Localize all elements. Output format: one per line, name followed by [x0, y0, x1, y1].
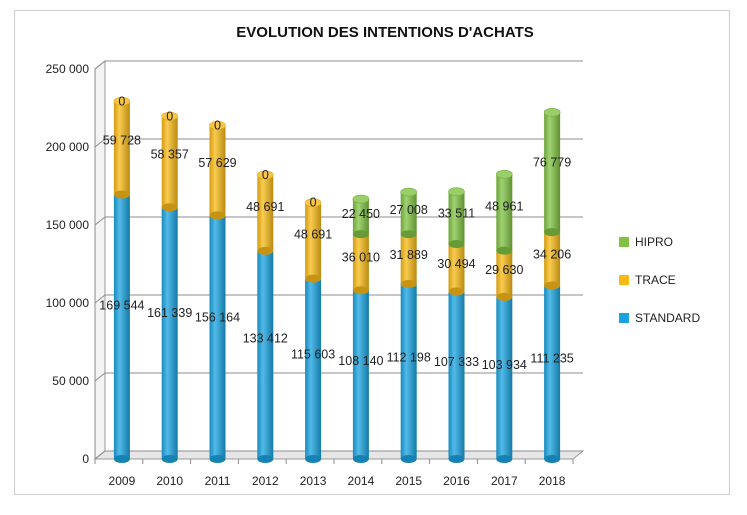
y-tick-label: 50 000 [52, 374, 89, 388]
data-label-trace-2010: 58 357 [151, 148, 189, 162]
y-axis: 0 50 000 100 000 150 000 200 000 250 000 [46, 62, 96, 466]
legend-label: HIPRO [635, 235, 673, 249]
legend-label: TRACE [635, 273, 676, 287]
bar-segment-hipro-2017 [495, 169, 513, 255]
legend-swatch [619, 237, 629, 247]
y-tick-label: 0 [82, 452, 89, 466]
chart-frame: EVOLUTION DES INTENTIONS D'ACHATS 0 50 00… [14, 10, 730, 495]
gridlines [94, 60, 583, 460]
data-label-standard-2015: 112 198 [387, 350, 431, 364]
data-label-hipro-2014: 22 450 [342, 207, 380, 221]
gridline [94, 450, 583, 460]
bar-segment-trace-2015 [400, 234, 417, 288]
bar-segment-standard-2018 [544, 285, 561, 463]
bar-segment-standard-2012 [257, 250, 274, 463]
data-label-standard-2009: 169 544 [99, 299, 144, 313]
data-label-trace-2013: 48 691 [294, 228, 332, 242]
data-label-trace-2009: 59 728 [103, 133, 141, 147]
data-label-trace-2016: 30 494 [437, 257, 475, 271]
data-label-standard-2011: 156 164 [195, 311, 240, 325]
legend-swatch [619, 313, 629, 323]
data-label-trace-2018: 34 206 [533, 248, 571, 262]
data-label-standard-2017: 103 934 [482, 358, 527, 372]
data-label-standard-2014: 108 140 [338, 354, 383, 368]
legend-item-standard: STANDARD [619, 311, 700, 325]
data-label-hipro-2010: 0 [166, 109, 173, 123]
y-tick-label: 100 000 [46, 296, 90, 310]
x-axis: 2009 2010 2011 2012 2013 2014 2015 2016 2017 2018 [94, 459, 574, 488]
bar-segment-trace-2011 [209, 121, 226, 220]
bar-segment-trace-2017 [496, 250, 513, 301]
data-label-standard-2018: 111 235 [530, 351, 573, 365]
data-label-hipro-2017: 48 961 [485, 199, 523, 213]
data-labels: 169 544 59 728 0 161 339 58 357 0 156 164 57 62… [99, 94, 573, 372]
data-label-hipro-2013: 0 [310, 196, 317, 210]
legend-item-hipro: HIPRO [619, 235, 673, 249]
bar-segment-standard-2017 [496, 296, 513, 463]
bar-segment-standard-2015 [400, 283, 417, 463]
bar-segment-hipro-2015 [400, 187, 418, 239]
bar-segment-trace-2010 [161, 111, 178, 212]
x-tick-label: 2009 [109, 474, 136, 488]
bars [113, 97, 561, 463]
data-label-hipro-2016: 33 511 [438, 207, 475, 221]
data-label-trace-2015: 31 889 [390, 248, 428, 262]
x-tick-label: 2011 [205, 474, 231, 488]
x-tick-label: 2010 [156, 474, 183, 488]
bar-segment-hipro-2018 [543, 108, 561, 237]
legend-item-trace: TRACE [619, 273, 676, 287]
bar-segment-hipro-2016 [448, 187, 465, 248]
data-label-hipro-2009: 0 [118, 94, 125, 108]
gridline [94, 216, 583, 226]
bar-segment-trace-2009 [113, 97, 131, 199]
data-label-hipro-2015: 27 008 [390, 203, 428, 217]
data-label-trace-2012: 48 691 [246, 200, 284, 214]
legend-swatch [619, 275, 629, 285]
gridline [94, 60, 583, 70]
x-tick-label: 2016 [443, 474, 470, 488]
bar-segment-trace-2016 [448, 243, 465, 296]
legend-label: STANDARD [635, 311, 700, 325]
data-label-trace-2014: 36 010 [342, 251, 380, 265]
gridline [94, 294, 583, 304]
data-label-trace-2011: 57 629 [198, 156, 236, 170]
x-tick-label: 2018 [539, 474, 566, 488]
x-tick-label: 2017 [491, 474, 518, 488]
data-label-trace-2017: 29 630 [485, 263, 523, 277]
data-label-standard-2016: 107 333 [434, 355, 479, 369]
data-label-standard-2010: 161 339 [147, 306, 192, 320]
bar-segment-standard-2010 [161, 207, 178, 463]
x-tick-label: 2014 [348, 474, 375, 488]
data-label-standard-2012: 133 412 [243, 331, 288, 345]
data-label-hipro-2011: 0 [214, 118, 221, 132]
chart-title: EVOLUTION DES INTENTIONS D'ACHATS [236, 24, 533, 41]
y-tick-label: 250 000 [46, 62, 90, 76]
bar-segment-trace-2012 [257, 170, 274, 255]
x-tick-label: 2015 [395, 474, 422, 488]
bar-segment-trace-2018 [544, 232, 561, 290]
gridline [94, 138, 583, 148]
data-label-hipro-2018: 76 779 [533, 156, 571, 170]
y-tick-label: 150 000 [46, 218, 90, 232]
x-tick-label: 2013 [300, 474, 327, 488]
bar-segment-trace-2014 [352, 234, 369, 295]
data-label-hipro-2012: 0 [262, 168, 269, 182]
bar-segment-standard-2016 [448, 291, 465, 463]
bar-segment-standard-2014 [352, 290, 369, 463]
bar-segment-standard-2011 [209, 215, 226, 463]
bar-segment-standard-2009 [113, 194, 130, 463]
x-tick-label: 2012 [252, 474, 279, 488]
bar-segment-standard-2013 [305, 278, 322, 463]
data-label-standard-2013: 115 603 [291, 347, 335, 361]
bar-segment-hipro-2014 [352, 194, 370, 239]
legend: HIPRO TRACE STANDARD [619, 235, 700, 325]
stacked-bar-chart: EVOLUTION DES INTENTIONS D'ACHATS 0 50 00… [46, 24, 701, 488]
bar-segment-trace-2013 [304, 198, 322, 283]
gridline [94, 372, 583, 382]
y-tick-label: 200 000 [46, 140, 90, 154]
